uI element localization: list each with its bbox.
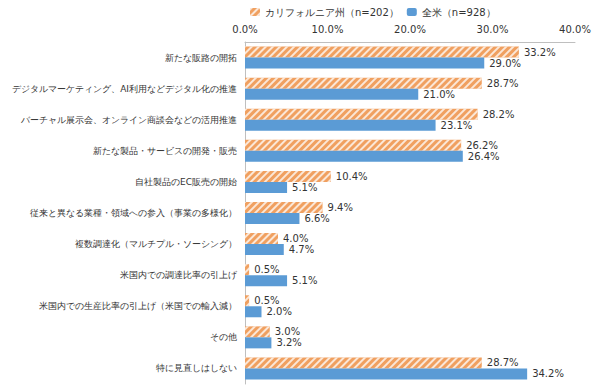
svg-text:自社製品のEC販売の開始: 自社製品のEC販売の開始 <box>135 177 237 187</box>
svg-text:米国内での調達比率の引上げ: 米国内での調達比率の引上げ <box>120 270 238 280</box>
svg-text:新たな販路の開拓: 新たな販路の開拓 <box>165 53 237 63</box>
svg-text:特に見直しはしない: 特に見直しはしない <box>156 363 237 373</box>
svg-text:33.2%: 33.2% <box>524 47 556 58</box>
svg-text:新たな製品・サービスの開発・販売: 新たな製品・サービスの開発・販売 <box>93 146 237 156</box>
svg-text:26.4%: 26.4% <box>468 151 500 162</box>
svg-text:29.0%: 29.0% <box>489 58 521 69</box>
svg-text:従来と異なる業種・領域への参入（事業の多様化）: 従来と異なる業種・領域への参入（事業の多様化） <box>30 208 237 218</box>
svg-text:0.5%: 0.5% <box>254 295 279 306</box>
svg-text:5.1%: 5.1% <box>292 182 317 193</box>
svg-text:その他: その他 <box>210 332 237 342</box>
svg-text:21.0%: 21.0% <box>423 89 455 100</box>
svg-text:2.0%: 2.0% <box>267 306 292 317</box>
svg-text:4.7%: 4.7% <box>289 244 314 255</box>
svg-text:3.0%: 3.0% <box>275 326 300 337</box>
svg-text:複数調達化（マルチプル・ソーシング）: 複数調達化（マルチプル・ソーシング） <box>75 239 237 249</box>
svg-text:カリフォルニア州（n=202）: カリフォルニア州（n=202） <box>265 7 399 18</box>
svg-text:28.2%: 28.2% <box>483 109 515 120</box>
svg-text:3.2%: 3.2% <box>276 337 301 348</box>
svg-text:23.1%: 23.1% <box>441 120 473 131</box>
svg-text:28.7%: 28.7% <box>487 357 519 368</box>
svg-text:30.0%: 30.0% <box>477 24 509 35</box>
svg-text:28.7%: 28.7% <box>487 78 519 89</box>
svg-text:米国内での生産比率の引上げ（米国での輸入減）: 米国内での生産比率の引上げ（米国での輸入減） <box>39 301 237 311</box>
svg-text:10.4%: 10.4% <box>336 171 368 182</box>
svg-text:40.0%: 40.0% <box>559 24 591 35</box>
svg-text:10.0%: 10.0% <box>312 24 344 35</box>
svg-text:9.4%: 9.4% <box>328 202 353 213</box>
svg-text:34.2%: 34.2% <box>532 368 564 379</box>
svg-text:26.2%: 26.2% <box>466 140 498 151</box>
svg-text:6.6%: 6.6% <box>304 213 329 224</box>
svg-text:全米（n=928）: 全米（n=928） <box>422 7 496 18</box>
svg-text:デジタルマーケティング、AI利用などデジタル化の推進: デジタルマーケティング、AI利用などデジタル化の推進 <box>12 84 237 94</box>
svg-text:5.1%: 5.1% <box>292 275 317 286</box>
svg-text:バーチャル展示会、オンライン商談会などの活用推進: バーチャル展示会、オンライン商談会などの活用推進 <box>20 115 237 125</box>
svg-text:0.5%: 0.5% <box>254 264 279 275</box>
svg-text:20.0%: 20.0% <box>394 24 426 35</box>
svg-text:0.0%: 0.0% <box>232 24 257 35</box>
svg-text:4.0%: 4.0% <box>283 233 308 244</box>
